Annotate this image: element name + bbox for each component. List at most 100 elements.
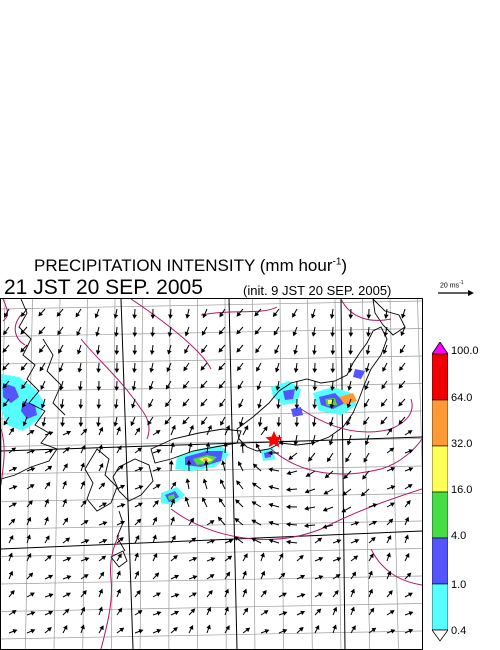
wind-vector-head — [311, 440, 316, 446]
colorbar-label-100: 100.0 — [451, 345, 479, 357]
wind-vector-head — [330, 332, 335, 338]
wind-vector-head — [59, 404, 65, 409]
wind-vector-head — [408, 449, 414, 454]
wind-vector-head — [38, 348, 44, 354]
wind-vector-head — [218, 329, 224, 335]
wind-vector-head — [165, 402, 170, 408]
wind-vector-head — [84, 557, 90, 562]
grid-meridian — [1, 299, 6, 481]
wind-vector-head — [96, 422, 101, 428]
wind-vector-head — [204, 459, 209, 465]
wind-vector-head — [134, 570, 140, 576]
grid-meridian — [252, 299, 256, 649]
wind-vector-head — [257, 422, 263, 427]
wind-vector-head — [294, 404, 300, 410]
wind-vector-head — [170, 516, 175, 522]
wind-vector-head — [209, 574, 215, 579]
wind-vector-head — [286, 470, 292, 476]
wind-vector-head — [192, 557, 198, 562]
wind-vector-head — [365, 350, 371, 355]
wind-vector-head — [218, 383, 224, 389]
weather-map — [0, 298, 423, 650]
wind-vector-head — [64, 447, 70, 452]
wind-vector-head — [66, 430, 72, 436]
wind-vector-head — [388, 590, 393, 595]
wind-vector-head — [120, 484, 126, 490]
wind-vector-head — [20, 311, 26, 317]
wind-vector-head — [62, 480, 67, 486]
colorbar-band-32-64 — [431, 399, 449, 447]
wind-vector-head — [329, 404, 335, 409]
wind-vector-head — [251, 537, 257, 543]
wind-vector-head — [135, 534, 140, 540]
wind-vector-head — [389, 502, 395, 507]
wind-vector-head — [184, 348, 189, 354]
wind-vector-head — [254, 329, 260, 335]
wind-vector-head — [293, 349, 298, 355]
wind-vector-head — [155, 430, 161, 435]
wind-vector-head — [100, 482, 106, 488]
wind-vector-head — [400, 331, 405, 337]
wind-vector-head — [185, 478, 191, 483]
wind-vector-head — [275, 386, 281, 391]
wind-vector-head — [84, 539, 90, 544]
wind-vector-head — [300, 593, 306, 598]
grid-parallel — [1, 438, 422, 447]
wind-vector-head — [256, 366, 261, 372]
wind-vector-head — [165, 384, 171, 390]
wind-vector-head — [29, 484, 35, 489]
wind-vector-head — [341, 508, 347, 513]
wind-vector-head — [48, 574, 54, 580]
wind-vector-head — [227, 555, 233, 561]
wind-vector-head — [251, 482, 257, 488]
wind-vector-head — [76, 331, 81, 337]
wind-vector-head — [40, 385, 45, 391]
wind-vector-head — [330, 350, 336, 356]
wind-vector-head — [318, 575, 324, 580]
colorbar-label-0.4: 0.4 — [451, 625, 467, 637]
wind-vector-head — [28, 500, 33, 505]
wind-vector-head — [316, 608, 322, 614]
wind-vector-head — [21, 384, 26, 390]
wind-vector-head — [382, 349, 388, 355]
wind-vector-head — [268, 485, 274, 490]
wind-vector-head — [406, 499, 411, 505]
wind-vector-head — [137, 447, 143, 453]
wind-vector-head — [303, 523, 309, 528]
wind-vector-head — [350, 588, 355, 594]
wind-vector-head — [10, 589, 15, 595]
wind-vector-head — [171, 424, 176, 430]
wind-vector-head — [26, 534, 31, 540]
wind-vector-head — [279, 552, 284, 558]
wind-vector-head — [285, 504, 291, 510]
wind-vector-head — [208, 589, 213, 595]
wind-vector-head — [330, 386, 335, 392]
wind-vector-head — [101, 555, 107, 561]
wind-vector-head — [272, 312, 278, 318]
wind-vector-head — [312, 404, 318, 410]
grid-parallel — [1, 300, 422, 310]
wind-vector-head — [218, 365, 224, 371]
wind-vector-head — [285, 522, 291, 527]
wind-vector-head — [317, 592, 323, 597]
wind-vector-head — [186, 459, 192, 465]
grid-parallel — [1, 548, 422, 557]
wind-vector-head — [83, 574, 89, 579]
grid-parallel — [1, 520, 422, 530]
wind-vector-head — [167, 349, 172, 355]
grid-meridian — [53, 299, 61, 649]
wind-vector-head — [9, 534, 14, 540]
wind-vector-head — [369, 553, 374, 559]
wind-vector-head — [219, 402, 224, 408]
wind-vector-head — [12, 629, 18, 634]
wind-vector-head — [117, 553, 122, 559]
wind-vector-head — [200, 420, 206, 426]
wind-vector-head — [182, 383, 188, 389]
wind-vector-head — [82, 428, 88, 434]
wind-vector-head — [48, 431, 54, 436]
wind-vector-head — [380, 401, 386, 407]
wind-vector-head — [113, 422, 119, 427]
wind-vector-head — [116, 588, 121, 594]
wind-vector-head — [322, 507, 328, 512]
wind-vector-head — [77, 368, 83, 373]
